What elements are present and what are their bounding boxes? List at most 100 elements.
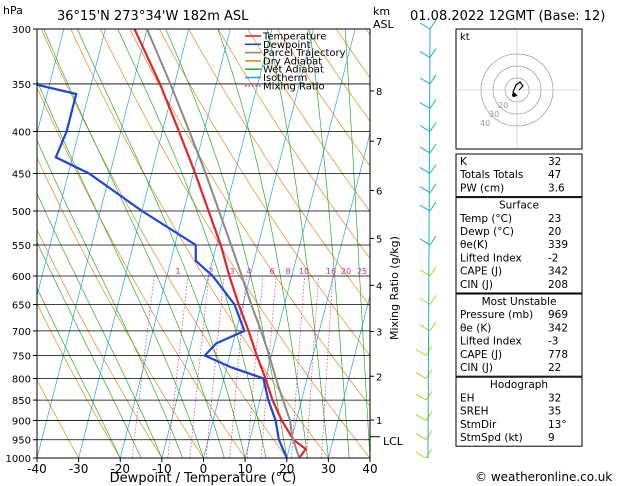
stat-label: Lifted Index [460, 252, 522, 264]
x-tick-label: 40 [362, 462, 377, 476]
y-tick-label: 700 [12, 327, 31, 338]
y-tick-label: 1000 [6, 454, 31, 465]
legend-label: Dry Adiabat [263, 56, 322, 67]
wind-barb [415, 349, 427, 356]
stat-value: 23 [548, 213, 561, 225]
legend-label: Wet Adiabat [263, 65, 324, 76]
mixing-ratio-tick-label: 4 [246, 267, 251, 276]
stat-value: 13° [548, 419, 567, 431]
stat-value: 342 [548, 322, 568, 334]
hodograph-panel [455, 28, 583, 150]
wind-barb [429, 122, 437, 132]
stats-box [455, 197, 583, 294]
stat-value: 342 [548, 266, 568, 278]
km-tick-label: 1 [376, 416, 382, 427]
stat-value: 20 [548, 226, 561, 238]
mixing-ratio-line [246, 275, 264, 458]
mixing-ratio-line [205, 275, 225, 458]
wind-barb [429, 164, 437, 174]
stat-value: 32 [548, 392, 561, 404]
stats-box [455, 376, 583, 447]
mixing-ratio-line [321, 275, 334, 458]
km-tick-label: 7 [376, 137, 382, 148]
stat-value: 47 [548, 169, 561, 181]
wind-barb [425, 369, 433, 379]
legend-label: Dewpoint [263, 40, 311, 51]
mixing-ratio-line [260, 275, 277, 458]
wind-barb [429, 295, 437, 305]
dry-adiabat-line [70, 29, 329, 458]
wind-barb [429, 201, 437, 212]
stat-value: 35 [548, 406, 561, 418]
wind-barb [429, 183, 437, 194]
y-tick-label: 650 [12, 301, 31, 312]
wind-barb [429, 235, 437, 246]
x-tick-label: -40 [27, 462, 47, 476]
mixing-ratio-tick-label: 16 [326, 267, 336, 276]
y-tick-label: 400 [12, 128, 31, 139]
dry-adiabat-line [247, 29, 370, 213]
isotherm-line [286, 131, 370, 458]
wind-barb [419, 77, 431, 85]
stat-label: Lifted Index [460, 336, 522, 348]
dry-adiabat-line [602, 29, 629, 458]
mixing-ratio-tick-label: 2 [208, 267, 213, 276]
y-tick-label: 350 [12, 80, 31, 91]
wind-barb [415, 372, 427, 379]
dry-adiabat-line [99, 29, 370, 458]
km-tick-label: 5 [376, 234, 382, 245]
isotherm-line [328, 294, 370, 458]
x-tick-label: -20 [110, 462, 130, 476]
mixing-ratio-tick-label: 25 [357, 267, 367, 276]
wind-barb [425, 411, 433, 421]
stat-label: Pressure (mb) [460, 309, 533, 321]
stat-label: CAPE (J) [460, 266, 502, 278]
wind-barb [425, 346, 433, 356]
mixing-ratio-tick-label: 10 [299, 267, 309, 276]
x-axis-label: Dewpoint / Temperature (°C) [110, 471, 297, 486]
isotherm-line [203, 29, 314, 458]
stats-section-title: Surface [499, 200, 539, 212]
mixing-ratio-tick-label: 6 [269, 267, 274, 276]
dry-adiabat-line [277, 29, 370, 167]
stat-label: CAPE (J) [460, 349, 502, 361]
wind-barb [425, 430, 433, 441]
y-tick-label: 500 [12, 207, 31, 218]
mixing-ratio-line [306, 275, 319, 458]
wind-barb [419, 22, 431, 30]
km-tick-label: 2 [376, 372, 382, 383]
wind-barb [429, 99, 437, 109]
wind-barb [415, 451, 427, 459]
stat-value: 32 [548, 156, 561, 168]
mixing-ratio-line [167, 275, 189, 458]
x-tick-label: -10 [152, 462, 172, 476]
stat-value: 22 [548, 362, 561, 374]
wind-barb [429, 19, 437, 30]
wind-barb [419, 186, 431, 194]
hodograph-unit-label: kt [460, 32, 470, 43]
isotherm-line [161, 29, 273, 458]
mixing-ratio-tick-label: 1 [175, 267, 180, 276]
x-tick-label: 20 [279, 462, 294, 476]
wind-barb [419, 269, 431, 277]
stat-value: 778 [548, 349, 568, 361]
legend-label: Isotherm [263, 73, 307, 84]
y-tick-label: 450 [12, 169, 31, 180]
stat-label: SREH [460, 406, 489, 418]
asl-unit-label: ASL [373, 18, 395, 31]
copyright-footer: © weatheronline.co.uk [475, 470, 612, 484]
x-tick-label: 0 [200, 462, 208, 476]
mixing-ratio-line [229, 275, 247, 458]
stat-label: PW (cm) [460, 182, 504, 194]
stats-box [455, 293, 583, 377]
wind-barb [429, 321, 437, 332]
mixing-ratio-line [131, 275, 155, 458]
stat-value: -2 [548, 252, 558, 264]
legend-label: Temperature [262, 32, 326, 43]
dry-adiabat-line [37, 378, 79, 458]
temperature-line [133, 29, 308, 458]
km-unit-label: km [373, 5, 390, 18]
hodograph-ring-label: 40 [480, 119, 490, 128]
stat-label: Dewp (°C) [460, 226, 514, 238]
